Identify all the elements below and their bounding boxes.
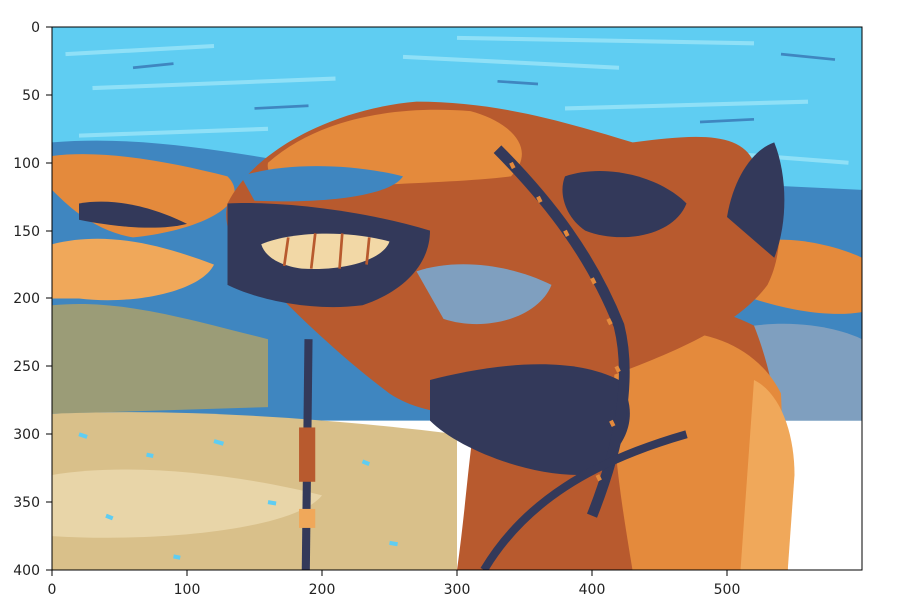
sky-streaks-dark	[132, 52, 836, 124]
halter-lower	[480, 430, 688, 570]
camel-ear	[727, 142, 785, 258]
hills-orange-2	[52, 238, 214, 301]
camel-teeth-lines	[282, 233, 371, 269]
image-content	[52, 27, 862, 570]
y-tick-label-300: 300	[13, 427, 40, 443]
lead-rope-band	[299, 508, 316, 528]
y-tick-label-150: 150	[13, 224, 40, 240]
x-tick-label-500: 500	[714, 582, 741, 598]
x-tick-label-300: 300	[444, 582, 471, 598]
y-tick-label-350: 350	[13, 495, 40, 511]
halter-rope-dots	[509, 161, 621, 482]
x-tick-label-100: 100	[174, 582, 201, 598]
camel-neck-orange	[613, 331, 788, 570]
y-tick-label-200: 200	[13, 291, 40, 307]
y-tick-label-100: 100	[13, 156, 40, 172]
lead-rope-tassel	[299, 427, 316, 482]
x-tick-label-200: 200	[309, 582, 336, 598]
camel-jaw-navy	[430, 364, 630, 475]
camel-eye	[562, 170, 687, 238]
x-tick-label-400: 400	[579, 582, 606, 598]
sky-streaks	[65, 35, 849, 165]
camel-teeth	[261, 233, 390, 270]
y-tick-label-250: 250	[13, 359, 40, 375]
x-axis: 0 100 200 300 400 500	[48, 570, 741, 598]
x-tick-label-0: 0	[48, 582, 57, 598]
y-tick-label-400: 400	[13, 563, 40, 579]
hills-navy	[79, 201, 187, 228]
hills-olive	[52, 303, 268, 414]
sand-specks	[78, 432, 398, 560]
camel-cheek-blue	[416, 264, 552, 325]
y-tick-label-50: 50	[22, 88, 40, 104]
sand-light	[52, 469, 322, 538]
y-tick-label-0: 0	[31, 20, 40, 36]
camel-muzzle-blue	[241, 166, 403, 202]
halter-rope	[493, 145, 630, 518]
bridle-strap	[740, 379, 795, 570]
y-axis: 0 50 100 150 200 250 300 350 400	[13, 20, 52, 579]
